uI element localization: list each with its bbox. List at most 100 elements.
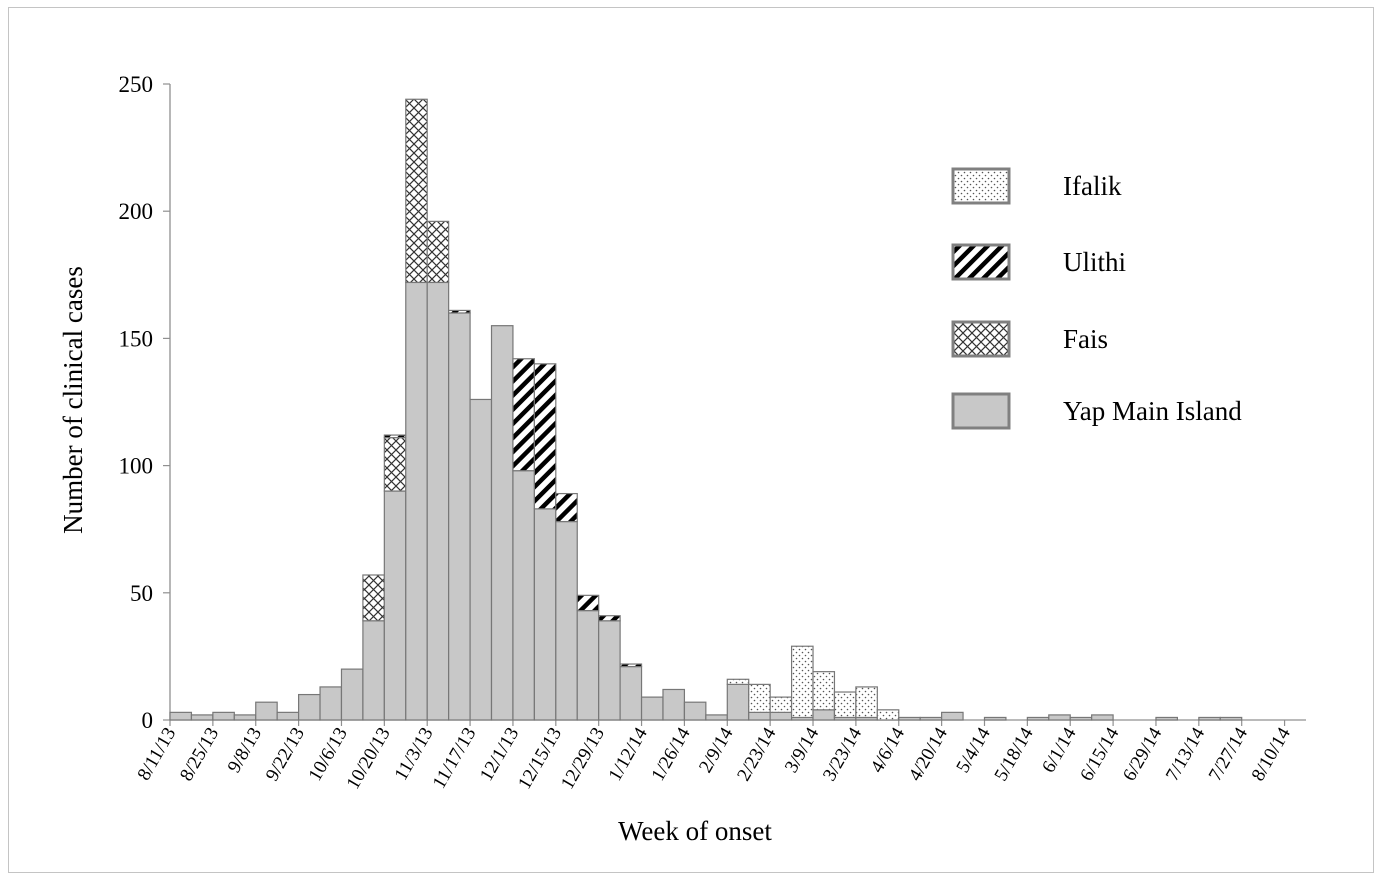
bar-segment-ulithi bbox=[555, 492, 578, 523]
x-tick-label: 6/1/14 bbox=[1038, 724, 1081, 777]
bar-segment-ulithi bbox=[533, 363, 557, 510]
bar-segment-ifalik bbox=[769, 696, 793, 713]
bar-segment-yap-main-island bbox=[1219, 716, 1243, 721]
x-tick-label: 1/12/14 bbox=[605, 724, 652, 785]
bar-segment-yap-main-island bbox=[619, 665, 643, 721]
bar-segment-yap-main-island bbox=[233, 714, 257, 721]
bar-segment-yap-main-island bbox=[1198, 716, 1221, 721]
bar-segment-yap-main-island bbox=[490, 325, 514, 721]
bar-segment-yap-main-island bbox=[212, 711, 235, 721]
bar-segment-yap-main-island bbox=[298, 693, 321, 721]
x-tick-label: 9/22/13 bbox=[262, 724, 309, 785]
bar-segment-yap-main-island bbox=[276, 711, 300, 721]
bars bbox=[169, 98, 1243, 721]
bar-segment-yap-main-island bbox=[1026, 716, 1050, 721]
y-tick-label: 250 bbox=[119, 72, 154, 97]
bar-segment-yap-main-island bbox=[576, 610, 600, 721]
bar-segment-yap-main-island bbox=[941, 711, 964, 721]
legend-label: Yap Main Island bbox=[1063, 396, 1242, 426]
legend: Ifalik Ulithi Fais Yap Main Island bbox=[951, 167, 1242, 430]
x-tick-label: 8/25/13 bbox=[176, 724, 223, 785]
bar-segment-yap-main-island bbox=[169, 711, 193, 721]
bar-segment-yap-main-island bbox=[555, 520, 578, 721]
bar-segment-ulithi bbox=[512, 358, 535, 472]
bar-segment-yap-main-island bbox=[426, 281, 450, 721]
y-axis-label: Number of clinical cases bbox=[58, 266, 88, 534]
x-tick-label: 6/15/14 bbox=[1076, 724, 1123, 785]
bar-segment-yap-main-island bbox=[598, 620, 621, 721]
legend-swatch bbox=[951, 392, 1011, 430]
bar-segment-ulithi bbox=[598, 615, 621, 622]
x-tick-label: 6/29/14 bbox=[1119, 724, 1166, 785]
x-tick-label: 12/1/13 bbox=[476, 724, 523, 785]
bar-segment-yap-main-island bbox=[512, 470, 535, 721]
x-tick-label: 8/10/14 bbox=[1248, 724, 1295, 785]
bar-segment-yap-main-island bbox=[1091, 714, 1114, 721]
x-tick-label: 4/20/14 bbox=[905, 724, 952, 785]
bar-segment-ifalik bbox=[748, 683, 771, 713]
x-tick-label: 10/6/13 bbox=[305, 724, 352, 785]
legend-swatch bbox=[951, 243, 1011, 281]
bar-segment-yap-main-island bbox=[190, 714, 214, 721]
x-tick-label: 7/27/14 bbox=[1205, 724, 1252, 785]
bar-segment-yap-main-island bbox=[769, 711, 793, 721]
bar-segment-ulithi bbox=[619, 663, 643, 668]
bar-segment-ulithi bbox=[383, 434, 407, 439]
bar-segment-ulithi bbox=[448, 309, 471, 314]
bar-segment-fais bbox=[426, 220, 450, 284]
bar-segment-yap-main-island bbox=[898, 716, 921, 721]
bar-segment-yap-main-island bbox=[683, 701, 707, 721]
bar-segment-yap-main-island bbox=[448, 312, 471, 721]
bar-segment-yap-main-island bbox=[362, 620, 385, 721]
x-tick-label: 2/9/14 bbox=[695, 724, 738, 777]
y-tick-label: 100 bbox=[119, 454, 154, 479]
x-tick-label: 3/9/14 bbox=[781, 724, 824, 777]
bar-segment-fais bbox=[383, 437, 407, 492]
x-tick-label: 3/23/14 bbox=[819, 724, 866, 785]
bar-segment-ifalik bbox=[855, 686, 878, 719]
bar-segment-yap-main-island bbox=[319, 686, 343, 721]
y-tick-label: 50 bbox=[130, 581, 153, 606]
bar-segment-yap-main-island bbox=[1048, 714, 1071, 721]
legend-label: Fais bbox=[1063, 324, 1108, 354]
chart-frame bbox=[8, 7, 1374, 873]
bar-segment-ulithi bbox=[576, 594, 600, 612]
legend-label: Ulithi bbox=[1063, 247, 1126, 277]
x-tick-label: 9/8/13 bbox=[224, 724, 266, 777]
bar-segment-ifalik bbox=[790, 645, 814, 719]
bar-segment-yap-main-island bbox=[1155, 716, 1178, 721]
x-tick-label: 11/3/13 bbox=[391, 724, 438, 784]
bar-segment-ifalik bbox=[812, 671, 836, 711]
x-tick-label: 5/4/14 bbox=[952, 724, 995, 777]
bar-segment-ifalik bbox=[876, 709, 900, 721]
bar-segment-ifalik bbox=[833, 691, 857, 719]
bar-segment-yap-main-island bbox=[705, 714, 728, 721]
x-axis-label: Week of onset bbox=[618, 816, 772, 846]
bar-segment-yap-main-island bbox=[469, 398, 493, 721]
bar-segment-fais bbox=[362, 574, 385, 622]
bar-segment-yap-main-island bbox=[748, 711, 771, 721]
y-tick-label: 0 bbox=[142, 708, 154, 733]
bar-segment-yap-main-island bbox=[533, 508, 557, 721]
x-tick-label: 7/13/14 bbox=[1162, 724, 1209, 785]
bar-segment-yap-main-island bbox=[405, 281, 428, 721]
x-tick-label: 5/18/14 bbox=[990, 724, 1037, 785]
legend-label: Ifalik bbox=[1063, 171, 1122, 201]
bar-segment-yap-main-island bbox=[983, 716, 1007, 721]
bar-segment-yap-main-island bbox=[812, 709, 836, 721]
x-tick-label: 4/6/14 bbox=[867, 724, 910, 777]
legend-swatch bbox=[951, 320, 1011, 358]
x-tick-label: 2/23/14 bbox=[733, 724, 780, 785]
y-tick-label: 200 bbox=[119, 199, 154, 224]
y-tick-label: 150 bbox=[119, 326, 154, 351]
bar-segment-yap-main-island bbox=[383, 490, 407, 721]
bar-segment-yap-main-island bbox=[340, 668, 364, 721]
bar-segment-fais bbox=[405, 98, 428, 284]
bar-segment-yap-main-island bbox=[1069, 716, 1093, 721]
bar-segment-yap-main-island bbox=[255, 701, 278, 721]
bar-segment-yap-main-island bbox=[662, 688, 686, 721]
bar-segment-ifalik bbox=[726, 678, 750, 685]
bar-segment-yap-main-island bbox=[919, 716, 943, 721]
x-tick-label: 1/26/14 bbox=[648, 724, 695, 785]
